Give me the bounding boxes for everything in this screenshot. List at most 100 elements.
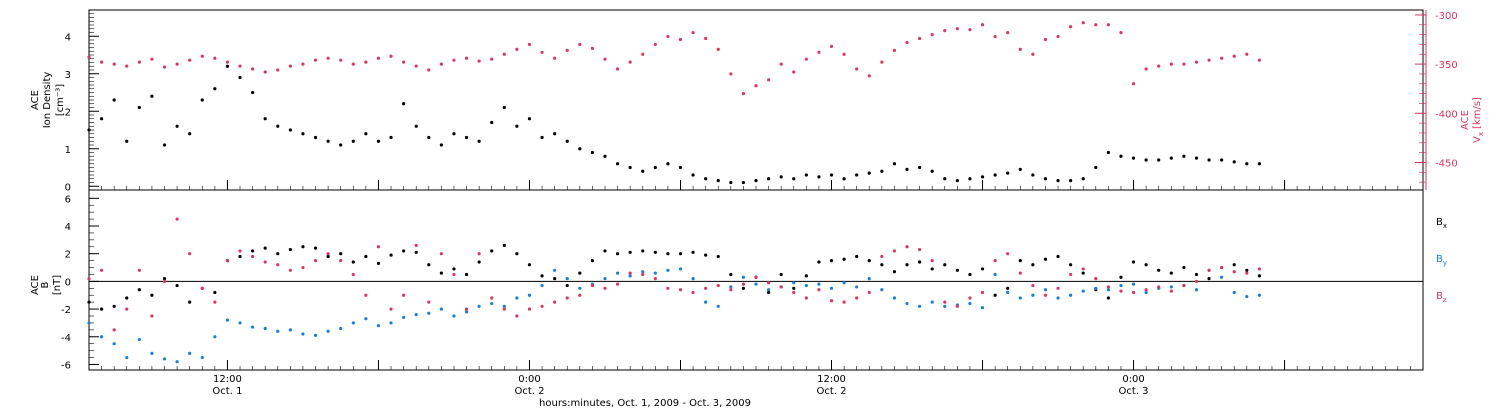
data-point-vx bbox=[452, 58, 456, 62]
data-point-bx bbox=[188, 300, 192, 304]
data-point-bx bbox=[402, 249, 406, 253]
data-point-bz bbox=[955, 304, 959, 308]
data-point-vx bbox=[213, 56, 217, 60]
density-tick-label: 3 bbox=[65, 70, 71, 81]
data-point-ion-density bbox=[741, 180, 746, 185]
data-point-ion-density bbox=[1207, 158, 1211, 162]
data-point-vx bbox=[1018, 47, 1022, 51]
data-point-vx bbox=[389, 54, 393, 58]
data-point-vx bbox=[200, 54, 204, 58]
data-point-by bbox=[628, 274, 632, 278]
legend-bx: Bx bbox=[1436, 217, 1447, 230]
data-point-vx bbox=[263, 70, 267, 74]
data-point-by bbox=[842, 281, 846, 285]
data-point-vx bbox=[993, 34, 997, 39]
x-tick-label-time: 0:00 bbox=[1122, 374, 1144, 385]
data-point-bx bbox=[389, 253, 393, 257]
data-point-by bbox=[704, 300, 708, 304]
data-point-ion-density bbox=[565, 139, 569, 143]
data-point-vx bbox=[842, 52, 846, 56]
data-point-vx bbox=[188, 58, 192, 62]
data-point-vx bbox=[918, 36, 922, 41]
data-point-vx bbox=[678, 37, 683, 42]
data-point-by bbox=[251, 325, 255, 329]
data-point-vx bbox=[1094, 23, 1098, 27]
data-point-vx bbox=[792, 70, 796, 74]
density-tick-label: 2 bbox=[65, 107, 71, 118]
vx-tick-label: -400 bbox=[1435, 109, 1458, 120]
data-point-bz bbox=[1157, 285, 1161, 289]
density-tick-label: 1 bbox=[65, 145, 71, 156]
data-point-by bbox=[339, 326, 343, 331]
data-point-vx bbox=[225, 60, 230, 64]
data-point-vx bbox=[968, 28, 972, 32]
data-point-bz bbox=[968, 296, 972, 300]
data-point-bx bbox=[137, 288, 141, 292]
data-point-by bbox=[87, 321, 91, 325]
data-point-vx bbox=[766, 78, 771, 82]
data-point-bz bbox=[439, 252, 443, 256]
data-point-bx bbox=[427, 263, 431, 267]
data-point-vx bbox=[980, 23, 985, 27]
data-point-ion-density bbox=[1182, 154, 1186, 158]
axis-tick-labels: 01234-300-350-400-450-6-4-2024612:00Oct.… bbox=[61, 11, 1458, 397]
data-point-ion-density bbox=[704, 177, 708, 181]
data-point-bx bbox=[716, 254, 720, 259]
data-point-bz bbox=[817, 288, 821, 292]
data-point-bz bbox=[766, 281, 771, 285]
data-point-by bbox=[1043, 288, 1048, 292]
top-left-ylabel: ACE Ion Density [cm⁻³] bbox=[30, 72, 66, 129]
data-point-by bbox=[678, 267, 683, 271]
data-point-by bbox=[565, 277, 569, 281]
data-point-by bbox=[829, 286, 834, 290]
data-point-bx bbox=[326, 254, 330, 259]
data-point-ion-density bbox=[150, 94, 154, 98]
data-point-bx bbox=[553, 277, 557, 281]
data-point-by bbox=[1056, 296, 1060, 300]
data-point-bx bbox=[578, 271, 582, 275]
data-point-bx bbox=[779, 272, 783, 277]
data-point-vx bbox=[326, 56, 330, 60]
data-point-bz bbox=[628, 271, 632, 275]
data-point-by bbox=[666, 268, 670, 272]
data-point-bz bbox=[1056, 286, 1060, 290]
data-point-bz bbox=[162, 279, 167, 283]
data-point-bz bbox=[276, 263, 280, 267]
data-point-bx bbox=[162, 277, 167, 281]
data-point-bx bbox=[1119, 275, 1123, 279]
data-point-ion-density bbox=[1169, 156, 1173, 160]
data-point-ion-density bbox=[590, 150, 594, 155]
data-point-bx bbox=[1006, 286, 1010, 290]
x-tick-label-date: Oct. 3 bbox=[1119, 386, 1149, 397]
data-point-bz bbox=[1094, 277, 1098, 281]
data-point-vx bbox=[829, 44, 834, 48]
data-point-by bbox=[1031, 293, 1035, 297]
x-tick-label-date: Oct. 2 bbox=[514, 386, 544, 397]
data-point-by bbox=[99, 335, 104, 339]
data-point-bz bbox=[1245, 271, 1249, 275]
data-point-ion-density bbox=[615, 162, 620, 166]
data-point-by bbox=[1094, 286, 1098, 290]
data-point-vx bbox=[137, 60, 141, 64]
data-point-bx bbox=[1245, 268, 1249, 272]
data-point-bz bbox=[502, 307, 506, 311]
data-point-ion-density bbox=[276, 124, 280, 128]
data-point-bz bbox=[1144, 288, 1148, 292]
b-tick-label: -4 bbox=[61, 333, 71, 344]
data-point-bz bbox=[553, 300, 557, 304]
data-point-vx bbox=[238, 64, 242, 68]
data-point-bz bbox=[125, 307, 129, 311]
data-point-vx bbox=[162, 65, 167, 69]
data-point-by bbox=[1018, 296, 1022, 300]
data-point-vx bbox=[855, 67, 859, 71]
data-point-bz bbox=[1131, 290, 1136, 295]
data-point-by bbox=[615, 271, 620, 275]
data-point-vx bbox=[1106, 23, 1110, 27]
data-point-bx bbox=[251, 249, 255, 253]
data-point-ion-density bbox=[817, 175, 821, 179]
data-point-bx bbox=[741, 286, 746, 290]
data-point-ion-density bbox=[1194, 156, 1199, 160]
data-point-by bbox=[452, 314, 456, 318]
data-point-vx bbox=[716, 47, 720, 51]
top-ylabel-line2: Ion Density bbox=[42, 72, 53, 129]
